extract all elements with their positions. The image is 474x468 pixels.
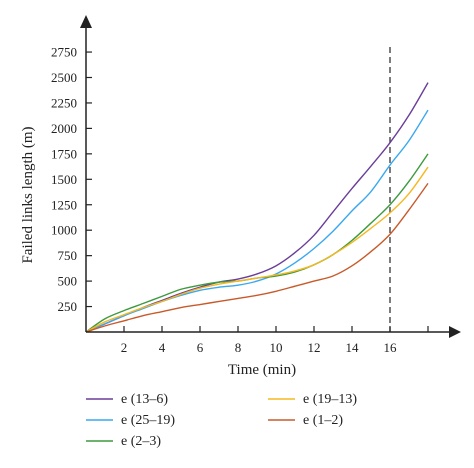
y-tick-label: 250 [58,299,78,314]
y-tick-label: 1500 [51,172,77,187]
series-line-1 [85,109,429,333]
x-tick-label: 16 [384,340,398,355]
legend-label: e (19–13) [303,392,357,407]
x-axis-title: Time (min) [228,362,296,378]
y-axis-title: Failed links length (m) [20,126,36,263]
y-tick-label: 2750 [51,45,77,60]
y-tick-label: 1250 [51,197,77,212]
y-tick-label: 2500 [51,70,77,85]
x-axis-arrow [449,326,461,338]
axes: 2 4 6 8 10 12 14 16 250 500 750 1000 1250 1500 1750 200… [51,15,461,355]
series-line-2 [85,153,429,333]
legend-label: e (13–6) [121,392,168,407]
legend-label: e (2–3) [121,434,161,449]
series-line-0 [85,82,429,333]
legend-label: e (1–2) [303,413,343,428]
y-tick-label: 1000 [51,223,77,238]
legend: e (13–6) e (25–19) e (2–3) e (19–13) e (1–2) [86,392,357,449]
legend-label: e (25–19) [121,413,175,428]
x-tick-label: 6 [197,340,204,355]
y-tick-label: 2000 [51,121,77,136]
y-axis-arrow [80,15,92,28]
x-tick-label: 14 [346,340,360,355]
x-tick-label: 4 [159,340,166,355]
y-tick-label: 500 [58,274,78,289]
y-tick-label: 2250 [51,95,77,110]
series-line-4 [85,182,429,333]
x-tick-label: 2 [121,340,128,355]
y-tick-label: 1750 [51,146,77,161]
series-line-3 [85,166,429,333]
plot-area [85,47,429,333]
x-tick-label: 12 [308,340,321,355]
x-tick-label: 10 [270,340,283,355]
y-tick-label: 750 [58,248,78,263]
x-tick-label: 8 [235,340,242,355]
